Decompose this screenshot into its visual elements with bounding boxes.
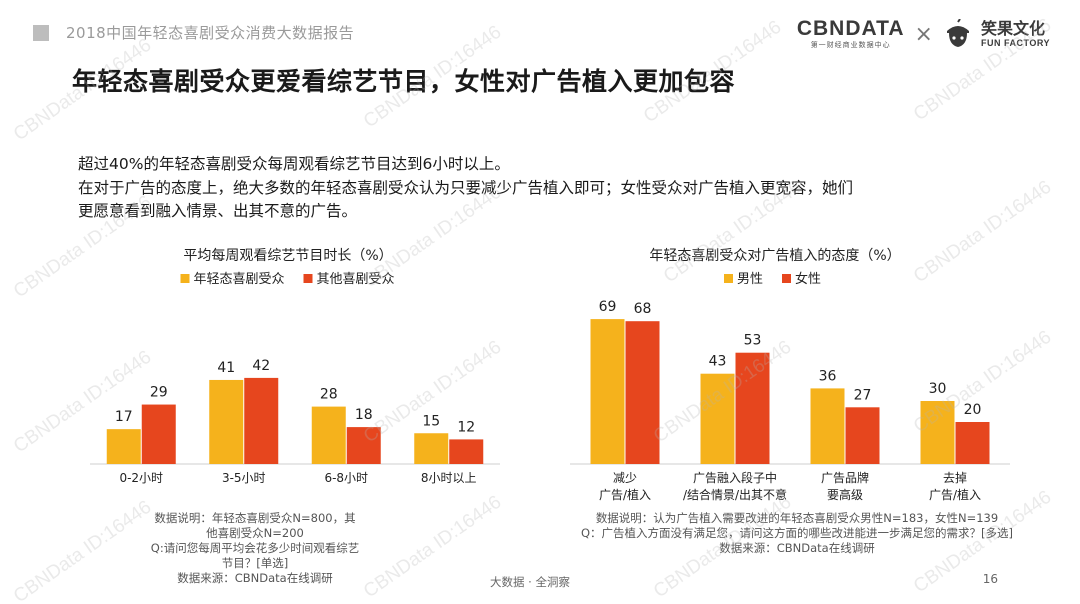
data-label: 68 (634, 301, 652, 317)
bar (700, 373, 735, 464)
bar (845, 407, 880, 464)
category-label: 6-8小时 (324, 471, 368, 485)
category-label: 8小时以上 (421, 471, 477, 485)
summary-line: 更愿意看到融入情景、出其不意的广告。 (78, 202, 358, 220)
data-label: 29 (150, 385, 168, 401)
legend-swatch (782, 274, 791, 283)
category-label: 广告品牌 (821, 471, 869, 485)
bar (735, 352, 770, 464)
legend-swatch (303, 274, 313, 283)
footnote-line: 数据说明：年轻态喜剧受众N=800，其他喜剧受众N=200 (154, 511, 356, 540)
right-chart-footnote: 数据说明：认为广告植入需要改进的年轻态喜剧受众男性N=183，女性N=139 Q… (572, 511, 1022, 556)
footnote-line: 数据说明：认为广告植入需要改进的年轻态喜剧受众男性N=183，女性N=139 (595, 511, 999, 525)
data-label: 18 (355, 407, 373, 423)
data-label: 36 (819, 368, 837, 384)
chart-title: 平均每周观看综艺节目时长（%） (183, 248, 392, 264)
footnote-line: Q:请问您每周平均会花多少时间观看综艺节目？[单选] (150, 541, 360, 570)
cbndata-logo-subtitle: 第一财经商业数据中心 (810, 41, 891, 49)
logo-separator: × (914, 21, 933, 47)
category-label: 0-2小时 (119, 471, 163, 485)
data-label: 17 (115, 409, 133, 425)
data-label: 20 (964, 402, 982, 418)
data-label: 30 (929, 381, 947, 397)
footnote-line: 数据来源：CBNData在线调研 (719, 541, 875, 555)
data-label: 27 (854, 387, 872, 403)
legend-label: 女性 (795, 271, 821, 287)
page-heading: 年轻态喜剧受众更爱看综艺节目，女性对广告植入更加包容 (72, 67, 736, 96)
fun-factory-logo-text: 笑果文化 (980, 19, 1045, 38)
category-label: 广告/植入 (599, 487, 651, 502)
footnote-line: 数据来源：CBNData在线调研 (177, 571, 333, 585)
left-chart-footnote: 数据说明：年轻态喜剧受众N=800，其他喜剧受众N=200 Q:请问您每周平均会… (150, 511, 360, 586)
summary-text: 超过40%的年轻态喜剧受众每周观看综艺节目达到6小时以上。 在对于广告的态度上，… (78, 153, 1008, 224)
bar (810, 388, 845, 464)
bar (449, 439, 484, 464)
summary-line: 超过40%的年轻态喜剧受众每周观看综艺节目达到6小时以上。 (78, 155, 510, 173)
bar (414, 433, 449, 464)
footnote-line: Q：广告植入方面没有满足您，请问这方面的哪些改进能进一步满足您的需求？[多选] (580, 526, 1014, 540)
legend-label: 其他喜剧受众 (317, 272, 395, 287)
page-number: 16 (982, 572, 998, 586)
bar (106, 429, 141, 464)
data-label: 28 (320, 387, 338, 403)
legend-label: 男性 (737, 272, 763, 287)
legend-swatch (180, 274, 190, 283)
header-square-icon (33, 25, 49, 41)
data-label: 53 (744, 333, 762, 349)
brand-logos: CBNDATA 第一财经商业数据中心 × 笑果文化 FUN FACTORY (797, 14, 1050, 54)
legend-swatch (724, 274, 733, 283)
bar (311, 406, 346, 464)
cbndata-logo: CBNDATA 第一财经商业数据中心 (797, 18, 905, 50)
bar (625, 321, 660, 464)
category-label: 去掉 (943, 471, 967, 485)
category-label: /结合情景/出其不意 (683, 487, 787, 502)
report-title: 2018中国年轻态喜剧受众消费大数据报告 (66, 24, 355, 42)
fun-factory-logo-subtitle: FUN FACTORY (980, 38, 1050, 48)
data-label: 15 (422, 413, 440, 429)
legend-label: 年轻态喜剧受众 (194, 272, 285, 287)
chart-title: 年轻态喜剧受众对广告植入的态度（%） (649, 248, 900, 264)
data-label: 41 (217, 360, 235, 376)
bar (346, 427, 381, 464)
footer-tagline: 大数据 · 全洞察 (490, 575, 570, 589)
bar (590, 319, 625, 464)
data-label: 42 (252, 358, 270, 374)
cbndata-logo-text: CBNDATA (796, 17, 905, 40)
fun-factory-acorn-icon (946, 19, 969, 47)
data-label: 69 (599, 299, 617, 315)
summary-line: 在对于广告的态度上，绝大多数的年轻态喜剧受众认为只要减少广告植入即可；女性受众对… (78, 178, 854, 197)
category-label: 减少 (613, 471, 637, 485)
bar (209, 379, 244, 464)
category-label: 广告/植入 (929, 487, 981, 502)
bar (920, 401, 955, 464)
bar (244, 377, 279, 464)
data-label: 43 (709, 354, 727, 370)
category-label: 广告融入段子中 (693, 470, 777, 485)
category-label: 要高级 (827, 487, 863, 502)
bar (955, 422, 990, 464)
fun-factory-logo: 笑果文化 FUN FACTORY (980, 19, 1050, 49)
data-label: 12 (457, 419, 475, 435)
category-label: 3-5小时 (222, 471, 266, 485)
bar (141, 404, 176, 464)
